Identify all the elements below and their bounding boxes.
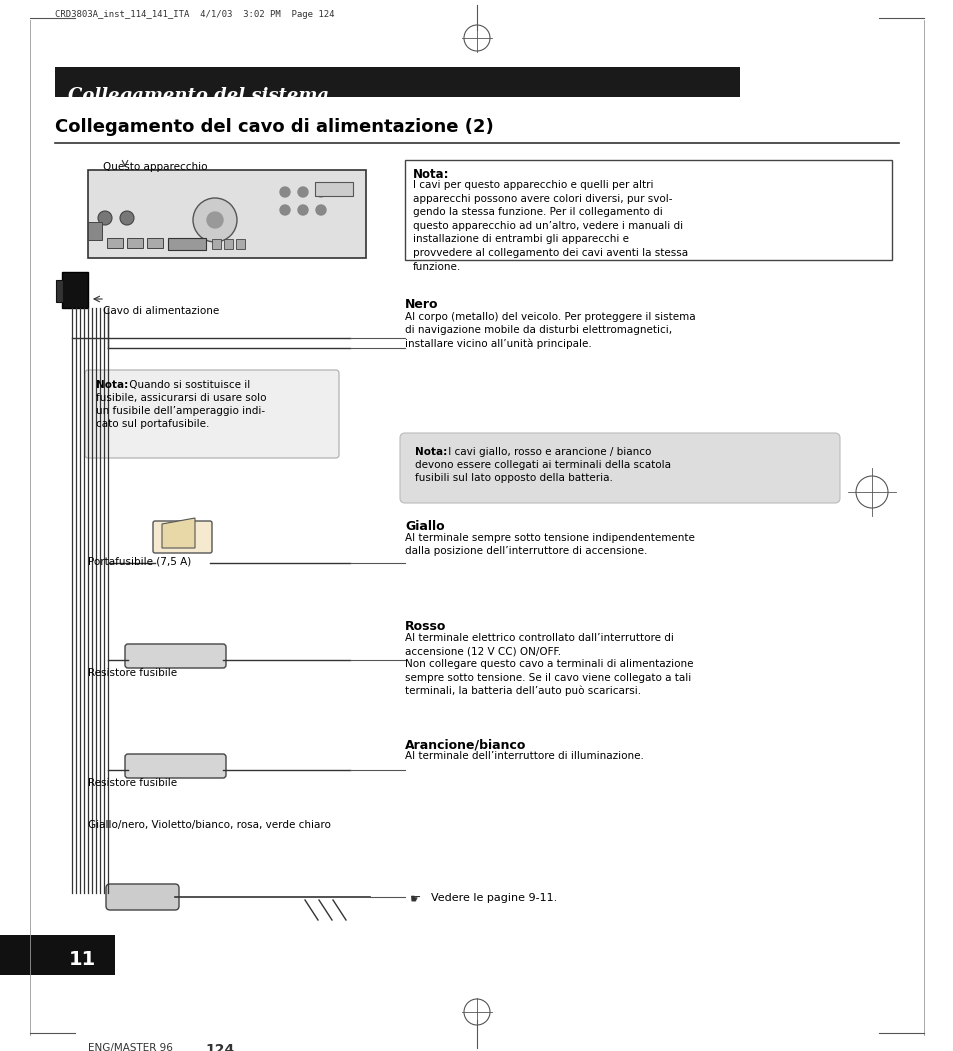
Text: Nota:: Nota:: [96, 380, 128, 390]
Text: devono essere collegati ai terminali della scatola: devono essere collegati ai terminali del…: [415, 460, 670, 470]
Text: Resistore fusibile: Resistore fusibile: [88, 778, 177, 788]
Bar: [314, 182, 353, 195]
Bar: [405, 160, 891, 260]
Text: Nota:: Nota:: [415, 447, 447, 457]
Circle shape: [280, 187, 290, 197]
Bar: [88, 170, 366, 257]
Text: I cavi per questo apparecchio e quelli per altri
apparecchi possono avere colori: I cavi per questo apparecchio e quelli p…: [413, 180, 687, 271]
Circle shape: [315, 205, 326, 215]
FancyBboxPatch shape: [125, 754, 226, 778]
Bar: [127, 238, 143, 248]
Circle shape: [297, 205, 308, 215]
Text: Al terminale dell’interruttore di illuminazione.: Al terminale dell’interruttore di illumi…: [405, 751, 643, 761]
Text: 124: 124: [205, 1043, 234, 1051]
Text: Quando si sostituisce il: Quando si sostituisce il: [126, 380, 250, 390]
FancyBboxPatch shape: [152, 521, 212, 553]
Text: Al terminale elettrico controllato dall’interruttore di
accensione (12 V CC) ON/: Al terminale elettrico controllato dall’…: [405, 633, 693, 697]
Text: ENG/MASTER 96: ENG/MASTER 96: [88, 1043, 172, 1051]
Text: Collegamento del sistema: Collegamento del sistema: [68, 87, 329, 105]
Text: Portafusibile (7,5 A): Portafusibile (7,5 A): [88, 556, 191, 566]
Bar: [62, 272, 88, 308]
Circle shape: [315, 187, 326, 197]
Text: fusibili sul lato opposto della batteria.: fusibili sul lato opposto della batteria…: [415, 473, 612, 483]
FancyBboxPatch shape: [399, 433, 840, 503]
Text: Rosso: Rosso: [405, 620, 446, 633]
FancyBboxPatch shape: [106, 884, 179, 910]
Text: Giallo/nero, Violetto/bianco, rosa, verde chiaro: Giallo/nero, Violetto/bianco, rosa, verd…: [88, 820, 331, 830]
Circle shape: [193, 198, 236, 242]
Text: Al terminale sempre sotto tensione indipendentemente
dalla posizione dell’interr: Al terminale sempre sotto tensione indip…: [405, 533, 694, 556]
Text: Questo apparecchio: Questo apparecchio: [103, 162, 208, 172]
FancyBboxPatch shape: [85, 370, 338, 458]
Polygon shape: [162, 518, 194, 548]
Circle shape: [297, 187, 308, 197]
Bar: [55, 67, 740, 97]
Text: Cavo di alimentazione: Cavo di alimentazione: [103, 306, 219, 316]
Circle shape: [120, 211, 133, 225]
FancyBboxPatch shape: [0, 935, 115, 975]
Text: 11: 11: [69, 950, 95, 969]
Text: Nota:: Nota:: [413, 168, 449, 181]
Circle shape: [207, 212, 223, 228]
Text: Arancione/bianco: Arancione/bianco: [405, 738, 526, 751]
Circle shape: [98, 211, 112, 225]
Text: fusibile, assicurarsi di usare solo: fusibile, assicurarsi di usare solo: [96, 393, 266, 403]
Text: Al corpo (metallo) del veicolo. Per proteggere il sistema
di navigazione mobile : Al corpo (metallo) del veicolo. Per prot…: [405, 312, 695, 349]
Bar: [212, 239, 221, 249]
Text: Nero: Nero: [405, 298, 438, 311]
Bar: [224, 239, 233, 249]
Text: cato sul portafusibile.: cato sul portafusibile.: [96, 419, 209, 429]
Text: Resistore fusibile: Resistore fusibile: [88, 668, 177, 678]
Text: ☛: ☛: [410, 893, 421, 906]
Bar: [107, 238, 123, 248]
Bar: [147, 238, 163, 248]
Bar: [88, 222, 102, 240]
Text: Giallo: Giallo: [405, 520, 444, 533]
Text: I cavi giallo, rosso e arancione / bianco: I cavi giallo, rosso e arancione / bianc…: [444, 447, 651, 457]
Text: Vedere le pagine 9-11.: Vedere le pagine 9-11.: [423, 893, 557, 903]
Text: Collegamento del cavo di alimentazione (2): Collegamento del cavo di alimentazione (…: [55, 118, 494, 136]
Bar: [168, 238, 206, 250]
Text: un fusibile dell’amperaggio indi-: un fusibile dell’amperaggio indi-: [96, 406, 265, 416]
Circle shape: [280, 205, 290, 215]
Text: CRD3803A_inst_114_141_ITA  4/1/03  3:02 PM  Page 124: CRD3803A_inst_114_141_ITA 4/1/03 3:02 PM…: [55, 11, 335, 19]
Bar: [235, 239, 245, 249]
Bar: [56, 280, 63, 302]
FancyBboxPatch shape: [125, 644, 226, 668]
